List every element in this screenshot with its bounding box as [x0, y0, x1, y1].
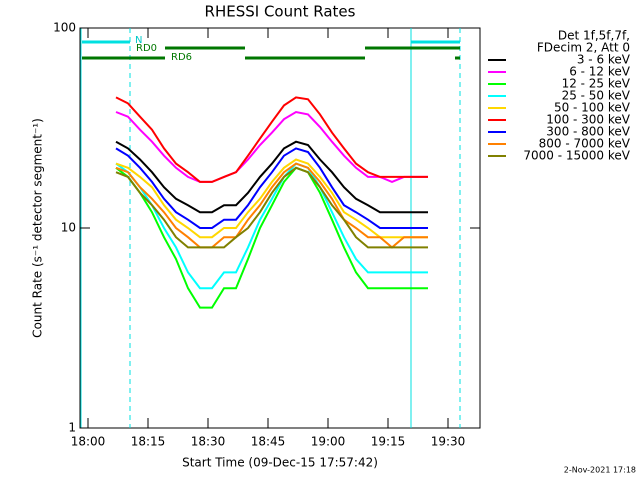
series-line [115, 110, 428, 183]
series-line [115, 162, 428, 249]
legend-label: 12 - 25 keV [562, 77, 631, 91]
legend-label: 50 - 100 keV [554, 101, 631, 115]
x-axis-label: Start Time (09-Dec-15 17:57:42) [182, 456, 378, 470]
series-line [115, 147, 428, 229]
y-tick-label: 10 [61, 221, 76, 235]
y-axis-label: Count Rate (s⁻¹ detector segment⁻¹) [31, 118, 45, 338]
series-line [115, 140, 428, 214]
series-line [115, 162, 428, 290]
flag-label: RD6 [171, 52, 192, 63]
y-tick-label: 1 [68, 421, 76, 435]
legend-label: 6 - 12 keV [569, 65, 631, 79]
series-line [115, 166, 428, 249]
x-tick-label: 18:45 [251, 435, 286, 449]
x-tick-label: 19:30 [431, 435, 466, 449]
legend-label: 800 - 7000 keV [539, 137, 631, 151]
legend-header: Det 1f,5f,7f, [558, 29, 630, 43]
series-line [115, 158, 428, 239]
legend-label: 7000 - 15000 keV [523, 149, 630, 163]
footer: 2-Nov-2021 17:18 [564, 466, 636, 475]
x-tick-label: 18:15 [131, 435, 166, 449]
legend-label: 100 - 300 keV [546, 113, 630, 127]
x-tick-label: 19:15 [371, 435, 406, 449]
legend-header: FDecim 2, Att 0 [537, 41, 630, 55]
flag-label: N [135, 35, 142, 46]
series-line [115, 96, 428, 183]
x-tick-label: 18:30 [191, 435, 226, 449]
x-tick-label: 19:00 [311, 435, 346, 449]
legend-label: 25 - 50 keV [562, 89, 631, 103]
y-tick-label: 100 [53, 21, 76, 35]
chart-title: RHESSI Count Rates [205, 3, 356, 21]
series-line [115, 166, 428, 309]
x-tick-label: 18:00 [71, 435, 106, 449]
flag-label: RD0 [136, 43, 157, 54]
legend-label: 300 - 800 keV [546, 125, 630, 139]
legend-label: 3 - 6 keV [577, 53, 631, 67]
